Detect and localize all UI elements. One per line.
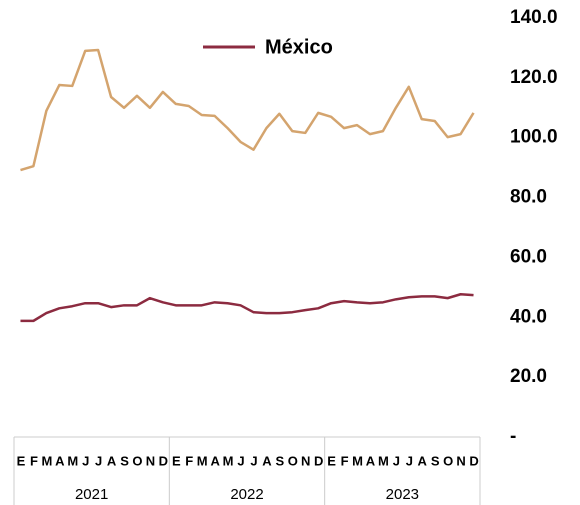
x-tick-label: M [67,453,77,468]
x-tick-label: J [82,453,89,468]
x-tick-label: M [197,453,207,468]
x-tick-label: J [95,453,102,468]
x-tick-label: A [262,453,272,468]
y-tick-label: 120.0 [510,67,558,88]
y-tick-label: - [510,426,516,447]
x-tick-label: D [469,453,478,468]
x-tick-label: S [431,453,440,468]
y-tick-label: 140.0 [510,7,558,28]
x-tick-label: F [185,453,193,468]
x-tick-label: M [223,453,233,468]
x-tick-label: A [107,453,117,468]
x-tick-label: J [406,453,413,468]
y-tick-label: 20.0 [510,366,547,387]
x-tick-label: A [55,453,65,468]
x-tick-label: A [366,453,376,468]
x-tick-label: J [393,453,400,468]
x-tick-label: N [146,453,155,468]
x-tick-label: F [30,453,38,468]
y-tick-label: 60.0 [510,246,547,267]
x-tick-label: F [341,453,349,468]
x-tick-label: E [17,453,26,468]
x-tick-label: S [120,453,129,468]
x-tick-label: D [314,453,323,468]
x-tick-label: E [327,453,336,468]
x-tick-label: A [418,453,428,468]
x-tick-label: N [301,453,310,468]
x-tick-label: M [41,453,51,468]
x-tick-label: J [237,453,244,468]
x-tick-label: E [172,453,181,468]
x-tick-label: S [276,453,285,468]
y-tick-label: 100.0 [510,127,558,148]
year-label: 2022 [230,486,263,503]
x-tick-label: M [378,453,388,468]
x-tick-label: O [443,453,453,468]
series-line [20,48,475,172]
x-tick-label: A [210,453,220,468]
legend-label: México [265,36,333,58]
x-tick-label: M [352,453,362,468]
x-tick-label: N [456,453,465,468]
year-label: 2021 [75,486,108,503]
x-tick-label: O [132,453,142,468]
year-label: 2023 [386,486,419,503]
x-tick-label: J [250,453,257,468]
y-tick-label: 80.0 [510,187,547,208]
series-line [20,292,474,323]
x-tick-label: O [288,453,298,468]
y-tick-label: 40.0 [510,306,547,327]
x-tick-label: D [159,453,168,468]
